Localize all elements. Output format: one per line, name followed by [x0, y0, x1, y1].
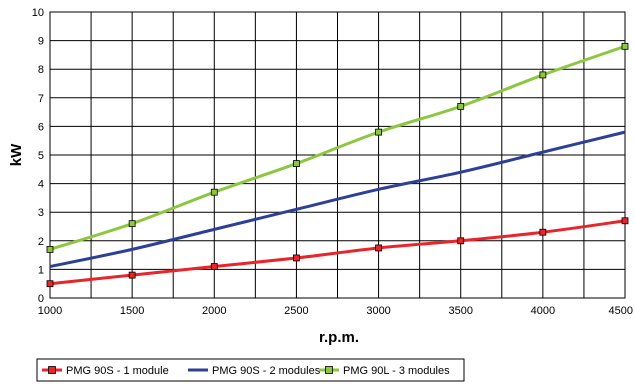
series-line-1	[49, 219, 626, 286]
y-tick-label: 6	[38, 121, 44, 133]
x-tick-label: 1500	[120, 305, 144, 317]
y-tick-label: 3	[38, 207, 44, 219]
data-point-marker	[46, 280, 54, 288]
y-tick-label: 5	[38, 150, 44, 162]
y-axis-ticks: 0 1 2 3 4 5 6 7 8 9 10	[32, 7, 44, 305]
x-tick-label: 1000	[38, 305, 62, 317]
series-line-2	[49, 130, 626, 269]
legend-item: PMG 90L - 3 modules	[319, 365, 450, 377]
data-point-marker	[210, 188, 218, 196]
y-tick-label: 10	[32, 7, 44, 19]
data-point-marker	[539, 71, 547, 79]
y-tick-label: 1	[38, 264, 44, 276]
data-point-marker	[621, 42, 629, 50]
y-tick-label: 2	[38, 236, 44, 248]
grid-lines	[49, 11, 626, 299]
data-point-marker	[46, 245, 54, 253]
data-point-marker	[457, 237, 465, 245]
x-tick-label: 2500	[284, 305, 308, 317]
y-axis-title: kW	[8, 143, 25, 166]
y-tick-label: 4	[38, 179, 44, 191]
data-point-marker	[210, 263, 218, 270]
data-point-marker	[128, 220, 136, 228]
data-point-marker	[375, 128, 382, 136]
series-line-3	[49, 44, 626, 251]
legend-item: PMG 90S - 1 module	[42, 365, 169, 377]
legend-swatch-marker	[325, 366, 333, 374]
plot-area	[49, 11, 626, 299]
legend-label: PMG 90S - 1 module	[66, 365, 169, 377]
x-tick-label: 3000	[366, 305, 390, 317]
data-point-marker	[293, 254, 300, 262]
data-point-marker	[539, 228, 547, 236]
data-point-marker	[457, 102, 465, 110]
legend-label: PMG 90S - 2 modules	[212, 365, 321, 377]
legend-item: PMG 90S - 2 modules	[188, 365, 321, 377]
x-tick-label: 4000	[531, 305, 555, 317]
series-layer	[46, 42, 629, 288]
x-tick-label: 4500	[609, 305, 633, 317]
x-axis-ticks: 1000 1500 2000 2500 3000 3500 4000 4500	[38, 305, 633, 317]
y-tick-label: 0	[38, 293, 44, 305]
x-axis-title: r.p.m.	[319, 329, 359, 346]
legend: PMG 90S - 1 module PMG 90S - 2 modules PMG…	[36, 358, 465, 382]
legend-swatch-marker	[48, 366, 56, 374]
x-tick-label: 2000	[202, 305, 226, 317]
data-point-marker	[293, 160, 300, 167]
legend-box	[36, 358, 465, 382]
x-tick-label: 3500	[448, 305, 472, 317]
y-tick-label: 7	[38, 93, 44, 105]
data-point-marker	[621, 217, 629, 225]
legend-label: PMG 90L - 3 modules	[343, 365, 450, 377]
data-point-marker	[128, 271, 136, 279]
y-tick-label: 8	[38, 64, 44, 76]
data-point-marker	[375, 244, 382, 252]
y-tick-label: 9	[38, 36, 44, 48]
